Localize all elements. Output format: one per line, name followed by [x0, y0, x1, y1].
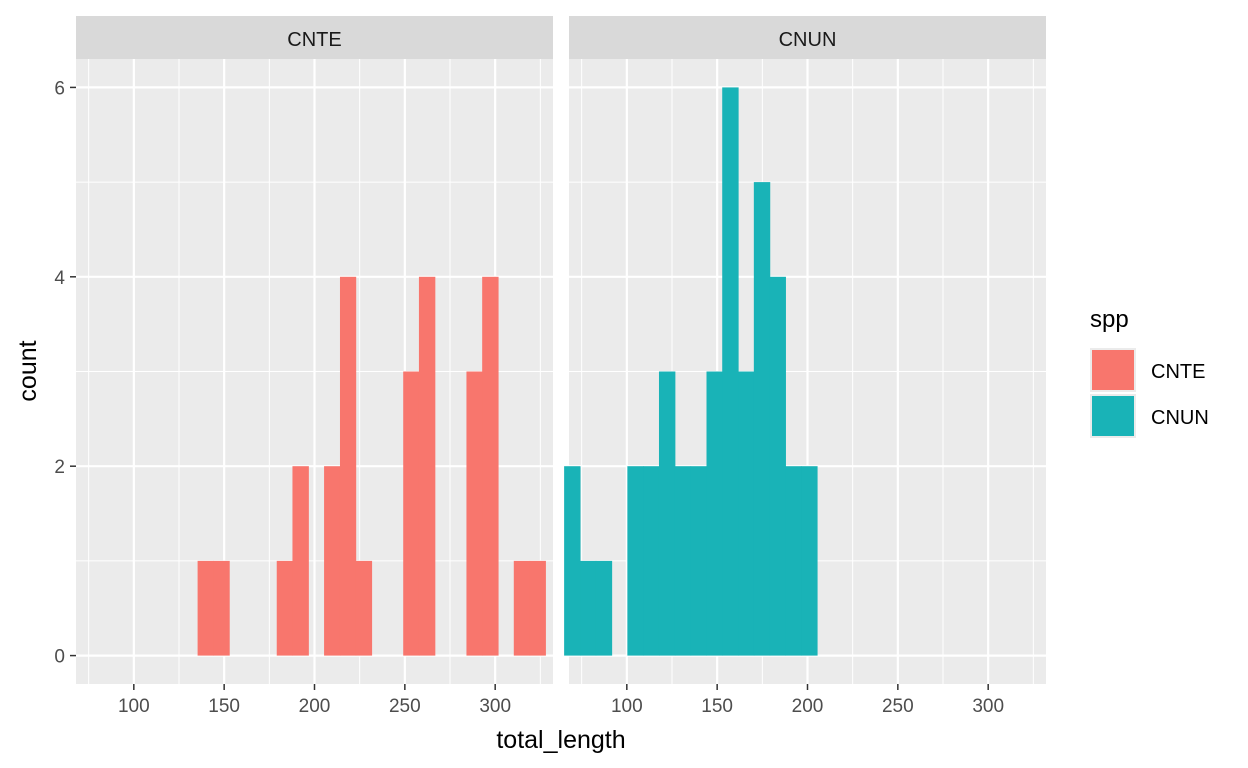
- x-tick-label: 150: [208, 696, 240, 717]
- facet-strip-label: CNUN: [779, 29, 837, 51]
- histogram-bar: [801, 466, 818, 656]
- x-tick-label: 300: [479, 696, 511, 717]
- legend: spp CNTE CNUN: [1090, 306, 1209, 438]
- facet-strip: [76, 16, 553, 59]
- y-tick-label: 0: [54, 647, 65, 668]
- x-tick-label: 200: [792, 696, 824, 717]
- histogram-bar: [627, 466, 644, 656]
- histogram-bar: [482, 276, 499, 656]
- histogram-bars: [564, 87, 818, 656]
- histogram-bar: [418, 276, 436, 656]
- histogram-bar: [466, 371, 483, 656]
- histogram-bar: [785, 466, 802, 656]
- histogram-bar: [197, 560, 214, 656]
- histogram-bar: [403, 371, 420, 656]
- legend-label: CNUN: [1151, 407, 1209, 429]
- histogram-bar: [722, 87, 739, 656]
- histogram-bar: [324, 466, 341, 656]
- x-axis: 100 150 200 250 300: [611, 684, 1004, 717]
- facet-strip: [569, 16, 1046, 59]
- histogram-bar: [292, 466, 309, 656]
- legend-title: spp: [1090, 306, 1129, 333]
- histogram-bar: [564, 466, 581, 656]
- histogram-bar: [690, 466, 707, 656]
- facet-panels: CNTE 100 150 200 250 300 CNUN 100 150 200 250 300: [76, 16, 1046, 717]
- histogram-bars: [197, 276, 546, 656]
- histogram-bar: [580, 560, 597, 656]
- histogram-bar: [513, 560, 531, 656]
- facet-strip-label: CNTE: [287, 29, 341, 51]
- x-tick-label: 100: [611, 696, 643, 717]
- x-axis-title: total_length: [496, 726, 625, 754]
- x-tick-label: 300: [972, 696, 1004, 717]
- histogram-bar: [276, 560, 293, 656]
- legend-key-cnun: [1092, 396, 1134, 436]
- x-tick-label: 150: [701, 696, 733, 717]
- y-tick-label: 6: [54, 78, 65, 99]
- facet-panel-cnun: CNUN 100 150 200 250 300: [564, 16, 1046, 717]
- x-tick-label: 200: [299, 696, 331, 717]
- histogram-bar: [643, 466, 660, 656]
- histogram-bar: [339, 276, 357, 656]
- legend-label: CNTE: [1151, 361, 1205, 383]
- y-tick-label: 4: [54, 268, 65, 289]
- histogram-bar: [769, 276, 786, 656]
- histogram-bar: [753, 182, 771, 656]
- histogram-bar: [595, 560, 613, 656]
- y-axis: 0 2 4 6: [54, 78, 76, 668]
- x-tick-label: 250: [389, 696, 421, 717]
- histogram-bar: [658, 371, 676, 656]
- histogram-bar: [738, 371, 755, 656]
- x-tick-label: 250: [882, 696, 914, 717]
- histogram-bar: [529, 560, 546, 656]
- histogram-bar: [674, 466, 692, 656]
- histogram-bar: [706, 371, 723, 656]
- x-tick-label: 100: [118, 696, 150, 717]
- histogram-bar: [213, 560, 230, 656]
- y-tick-label: 2: [54, 457, 65, 478]
- facet-panel-cnte: CNTE 100 150 200 250 300: [76, 16, 553, 717]
- legend-key-cnte: [1092, 350, 1134, 390]
- histogram-bar: [355, 560, 373, 656]
- x-axis: 100 150 200 250 300: [118, 684, 511, 717]
- y-axis-title: count: [14, 340, 42, 401]
